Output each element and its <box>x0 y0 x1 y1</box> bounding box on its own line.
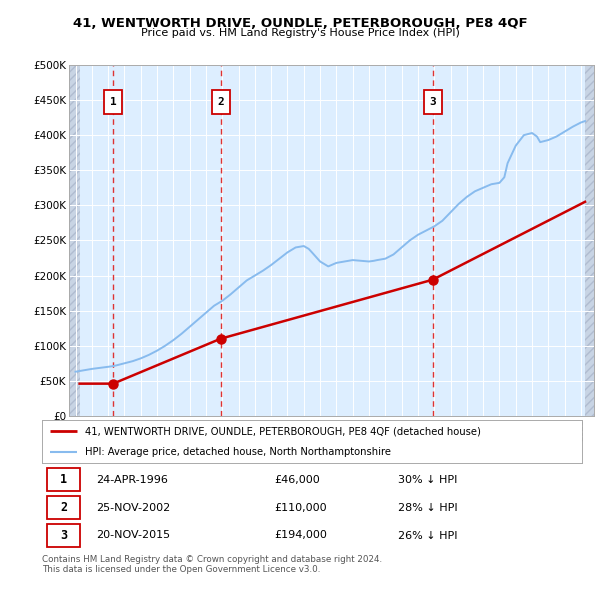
FancyBboxPatch shape <box>104 90 122 114</box>
Text: 2: 2 <box>217 97 224 107</box>
Text: 41, WENTWORTH DRIVE, OUNDLE, PETERBOROUGH, PE8 4QF: 41, WENTWORTH DRIVE, OUNDLE, PETERBOROUG… <box>73 17 527 30</box>
Text: 2: 2 <box>60 501 67 514</box>
Text: Contains HM Land Registry data © Crown copyright and database right 2024.
This d: Contains HM Land Registry data © Crown c… <box>42 555 382 574</box>
Text: £194,000: £194,000 <box>274 530 327 540</box>
Bar <box>69 65 80 416</box>
Text: £46,000: £46,000 <box>274 474 320 484</box>
FancyBboxPatch shape <box>424 90 442 114</box>
Text: 1: 1 <box>60 473 67 486</box>
Text: 3: 3 <box>60 529 67 542</box>
Text: 20-NOV-2015: 20-NOV-2015 <box>96 530 170 540</box>
Text: Price paid vs. HM Land Registry's House Price Index (HPI): Price paid vs. HM Land Registry's House … <box>140 28 460 38</box>
FancyBboxPatch shape <box>47 496 80 519</box>
Text: 28% ↓ HPI: 28% ↓ HPI <box>398 503 458 513</box>
Text: HPI: Average price, detached house, North Northamptonshire: HPI: Average price, detached house, Nort… <box>85 447 391 457</box>
FancyBboxPatch shape <box>212 90 230 114</box>
Text: 30% ↓ HPI: 30% ↓ HPI <box>398 474 458 484</box>
Text: £110,000: £110,000 <box>274 503 327 513</box>
Bar <box>585 65 594 416</box>
Text: 3: 3 <box>429 97 436 107</box>
Text: 24-APR-1996: 24-APR-1996 <box>96 474 168 484</box>
Text: 25-NOV-2002: 25-NOV-2002 <box>96 503 170 513</box>
Text: 26% ↓ HPI: 26% ↓ HPI <box>398 530 458 540</box>
FancyBboxPatch shape <box>47 524 80 548</box>
Text: 41, WENTWORTH DRIVE, OUNDLE, PETERBOROUGH, PE8 4QF (detached house): 41, WENTWORTH DRIVE, OUNDLE, PETERBOROUG… <box>85 427 481 436</box>
Text: 1: 1 <box>110 97 116 107</box>
FancyBboxPatch shape <box>47 468 80 491</box>
